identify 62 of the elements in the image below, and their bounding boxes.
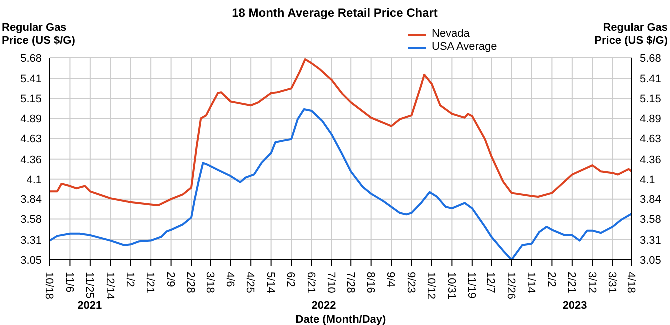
y2-axis-title: Regular Gas Price (US $/G) — [594, 22, 668, 48]
x-tick-label: 12/14 — [104, 272, 116, 300]
x-tick-label: 4/6 — [224, 272, 236, 288]
x-tick-label: 4/25 — [244, 272, 256, 294]
x-tick-label: 3/31 — [606, 272, 618, 294]
x-tick-label: 1/2 — [124, 272, 136, 288]
y2-tick-label: 3.05 — [640, 254, 662, 267]
x-tick-label: 9/4 — [384, 272, 397, 288]
x-tick-label: 2/21 — [566, 272, 578, 294]
text: 2022 — [310, 300, 338, 312]
y-tick-label: 4.89 — [20, 114, 42, 126]
y-tick-label: 4.1 — [26, 174, 42, 186]
y-tick-label: 4.36 — [20, 154, 42, 166]
x-tick-label: 11/6 — [63, 272, 76, 293]
y-tick-label: 5.41 — [20, 74, 42, 86]
y-tick-label: 3.31 — [20, 234, 42, 247]
x-tick-label: 1/21 — [144, 272, 156, 294]
x-tick-label: 5/14 — [264, 272, 276, 294]
chart-title: 18 Month Average Retail Price Chart — [231, 6, 439, 20]
x-tick-label: 2/9 — [164, 272, 176, 288]
x-tick-label: 12/26 — [504, 272, 517, 300]
x-tick-label: 6/21 — [304, 272, 317, 294]
x-tick-label: 11/25 — [84, 272, 96, 299]
line-series — [50, 58, 632, 206]
x-tick-label: 1/14 — [525, 272, 538, 294]
y2-tick-label: 4.89 — [640, 114, 662, 126]
y2-tick-label: 3.84 — [640, 194, 662, 206]
y-tick-label: 4.63 — [20, 134, 42, 146]
y2-tick-label: 5.41 — [640, 74, 662, 86]
y2-tick-label: 5.15 — [640, 94, 662, 106]
y2-tick-label: 3.31 — [640, 234, 662, 247]
x-tick-label: 9/23 — [404, 272, 417, 294]
x-tick-label: 2/28 — [184, 272, 197, 294]
y-tick-label: 5.68 — [20, 52, 42, 65]
y-tick-label: 3.58 — [20, 214, 42, 226]
x-tick-label: 12/7 — [484, 272, 497, 294]
text: 2021 — [76, 300, 104, 312]
text: 2023 — [562, 300, 588, 312]
x-axis-title: Date (Month/Day) — [294, 314, 388, 325]
x-tick-label: 3/12 — [586, 272, 598, 294]
legend-label: Nevada — [432, 28, 470, 41]
x-tick-label: 10/31 — [445, 272, 458, 300]
x-tick-label: 4/18 — [625, 272, 638, 294]
y-tick-label: 5.15 — [20, 94, 42, 106]
x-tick-label: 7/10 — [325, 272, 338, 294]
y2-tick-label: 3.58 — [640, 214, 662, 226]
x-tick-label: 2/2 — [545, 272, 558, 288]
legend-label: USA Average — [432, 41, 498, 54]
y-tick-label: 3.84 — [20, 194, 42, 206]
x-tick-label: 10/12 — [425, 272, 438, 300]
x-tick-label: 11/19 — [466, 272, 478, 299]
x-tick-label: 7/28 — [344, 272, 356, 294]
x-tick-label: 10/18 — [43, 272, 56, 300]
y-tick-label: 3.05 — [20, 254, 42, 267]
y-axis-title: Regular Gas Price (US $/G) — [2, 22, 76, 48]
y2-tick-label: 4.36 — [640, 154, 662, 166]
y2-tick-label: 4.63 — [640, 134, 662, 146]
y2-tick-label: 4.1 — [640, 174, 656, 186]
y2-tick-label: 5.68 — [640, 52, 662, 65]
x-tick-label: 8/16 — [364, 272, 376, 294]
x-tick-label: 6/2 — [284, 272, 297, 288]
x-tick-label: 3/18 — [204, 272, 216, 294]
